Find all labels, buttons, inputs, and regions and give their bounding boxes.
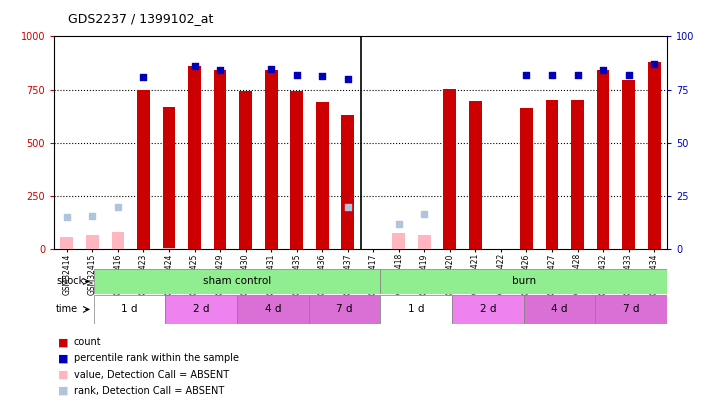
Bar: [418, 235, 430, 249]
Point: [342, 76, 353, 82]
Text: sham control: sham control: [203, 277, 271, 286]
Bar: [316, 102, 329, 249]
Bar: [647, 62, 660, 249]
Point: [317, 72, 328, 79]
Text: 1 d: 1 d: [121, 305, 138, 314]
Text: 4 d: 4 d: [265, 305, 281, 314]
Bar: [188, 66, 201, 249]
Bar: [239, 91, 252, 249]
Point: [521, 71, 532, 78]
Point: [291, 71, 302, 78]
Text: 7 d: 7 d: [336, 305, 353, 314]
Point: [138, 74, 149, 80]
Text: 2 d: 2 d: [193, 305, 210, 314]
Point: [112, 203, 124, 210]
Bar: [622, 80, 635, 249]
Text: 2 d: 2 d: [479, 305, 496, 314]
Bar: [163, 248, 175, 249]
Point: [419, 211, 430, 217]
Bar: [469, 101, 482, 249]
Point: [547, 71, 558, 78]
Bar: [546, 100, 558, 249]
Point: [648, 61, 660, 67]
Text: burn: burn: [512, 277, 536, 286]
Bar: [443, 89, 456, 249]
Point: [189, 63, 200, 70]
Bar: [163, 107, 175, 249]
Bar: [523, 295, 596, 324]
Bar: [452, 295, 523, 324]
Point: [572, 71, 583, 78]
Point: [597, 67, 609, 74]
Bar: [291, 91, 303, 249]
Bar: [86, 235, 99, 249]
Text: 7 d: 7 d: [623, 305, 640, 314]
Bar: [381, 269, 667, 294]
Point: [393, 220, 404, 227]
Bar: [112, 232, 124, 249]
Text: percentile rank within the sample: percentile rank within the sample: [74, 354, 239, 363]
Text: rank, Detection Call = ABSENT: rank, Detection Call = ABSENT: [74, 386, 224, 396]
Bar: [309, 295, 381, 324]
Bar: [94, 269, 381, 294]
Text: 1 d: 1 d: [408, 305, 425, 314]
Text: count: count: [74, 337, 101, 347]
Bar: [341, 115, 354, 249]
Text: time: time: [56, 304, 78, 314]
Bar: [137, 90, 150, 249]
Point: [342, 203, 353, 210]
Bar: [392, 233, 405, 249]
Bar: [265, 70, 278, 249]
Text: value, Detection Call = ABSENT: value, Detection Call = ABSENT: [74, 370, 229, 379]
Bar: [165, 295, 237, 324]
Bar: [571, 100, 584, 249]
Text: ■: ■: [58, 337, 68, 347]
Point: [214, 67, 226, 74]
Bar: [237, 295, 309, 324]
Point: [265, 66, 277, 72]
Bar: [381, 295, 452, 324]
Bar: [596, 295, 667, 324]
Text: shock: shock: [56, 276, 84, 286]
Text: ■: ■: [58, 354, 68, 363]
Point: [87, 213, 98, 220]
Point: [61, 214, 73, 220]
Text: ■: ■: [58, 386, 68, 396]
Text: 4 d: 4 d: [551, 305, 567, 314]
Text: GDS2237 / 1399102_at: GDS2237 / 1399102_at: [68, 12, 214, 25]
Bar: [94, 295, 165, 324]
Bar: [520, 108, 533, 249]
Bar: [61, 237, 74, 249]
Text: ■: ■: [58, 370, 68, 379]
Point: [623, 71, 634, 78]
Bar: [597, 70, 609, 249]
Bar: [213, 70, 226, 249]
